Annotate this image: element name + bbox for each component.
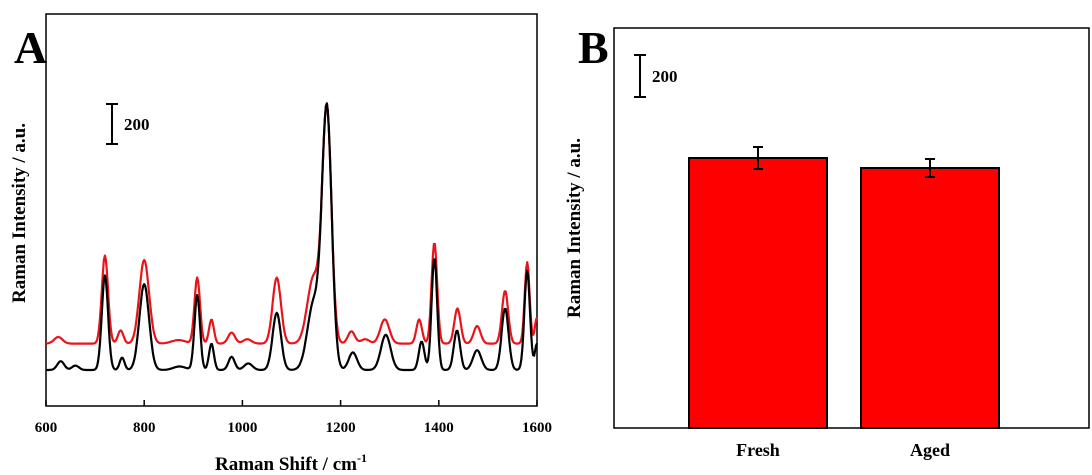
bars-group [688,146,1000,429]
category-labels: Fresh Aged [736,440,950,460]
x-tick-label: 1600 [522,420,552,436]
scale-bar-label-a: 200 [124,115,150,134]
y-axis-title-a: Raman Intensity / a.u. [9,123,30,303]
panel-letter-a: A [14,22,47,73]
bar-aged [860,167,1000,429]
bar-fresh [688,157,828,429]
x-axis-ticks-a [45,400,538,406]
error-bar-fresh [753,146,763,170]
plot-frame-b [613,27,1090,429]
category-label-aged: Aged [910,440,950,460]
x-tick-label: 600 [35,420,58,436]
spectrum-line-2 [45,102,539,372]
x-axis-tick-labels-a: 600 800 1000 1200 1400 1600 [35,420,552,436]
x-tick-label: 1200 [326,420,356,436]
y-axis-title-b: Raman Intensity / a.u. [564,138,585,318]
plot-frame-a [45,13,538,407]
x-tick-label: 1400 [424,420,454,436]
panel-letter-b: B [578,22,609,73]
x-axis-title-a: Raman Shift / cm-1 [215,451,367,475]
spectra-group [45,102,539,372]
x-tick-label: 800 [133,420,156,436]
x-tick-label: 1000 [227,420,257,436]
scale-bar-label-b: 200 [652,67,678,86]
scale-bar-a [106,103,118,145]
error-bar-aged [925,158,935,178]
scale-bar-b [634,54,646,98]
category-label-fresh: Fresh [736,440,780,460]
spectrum-line-1 [45,102,539,345]
